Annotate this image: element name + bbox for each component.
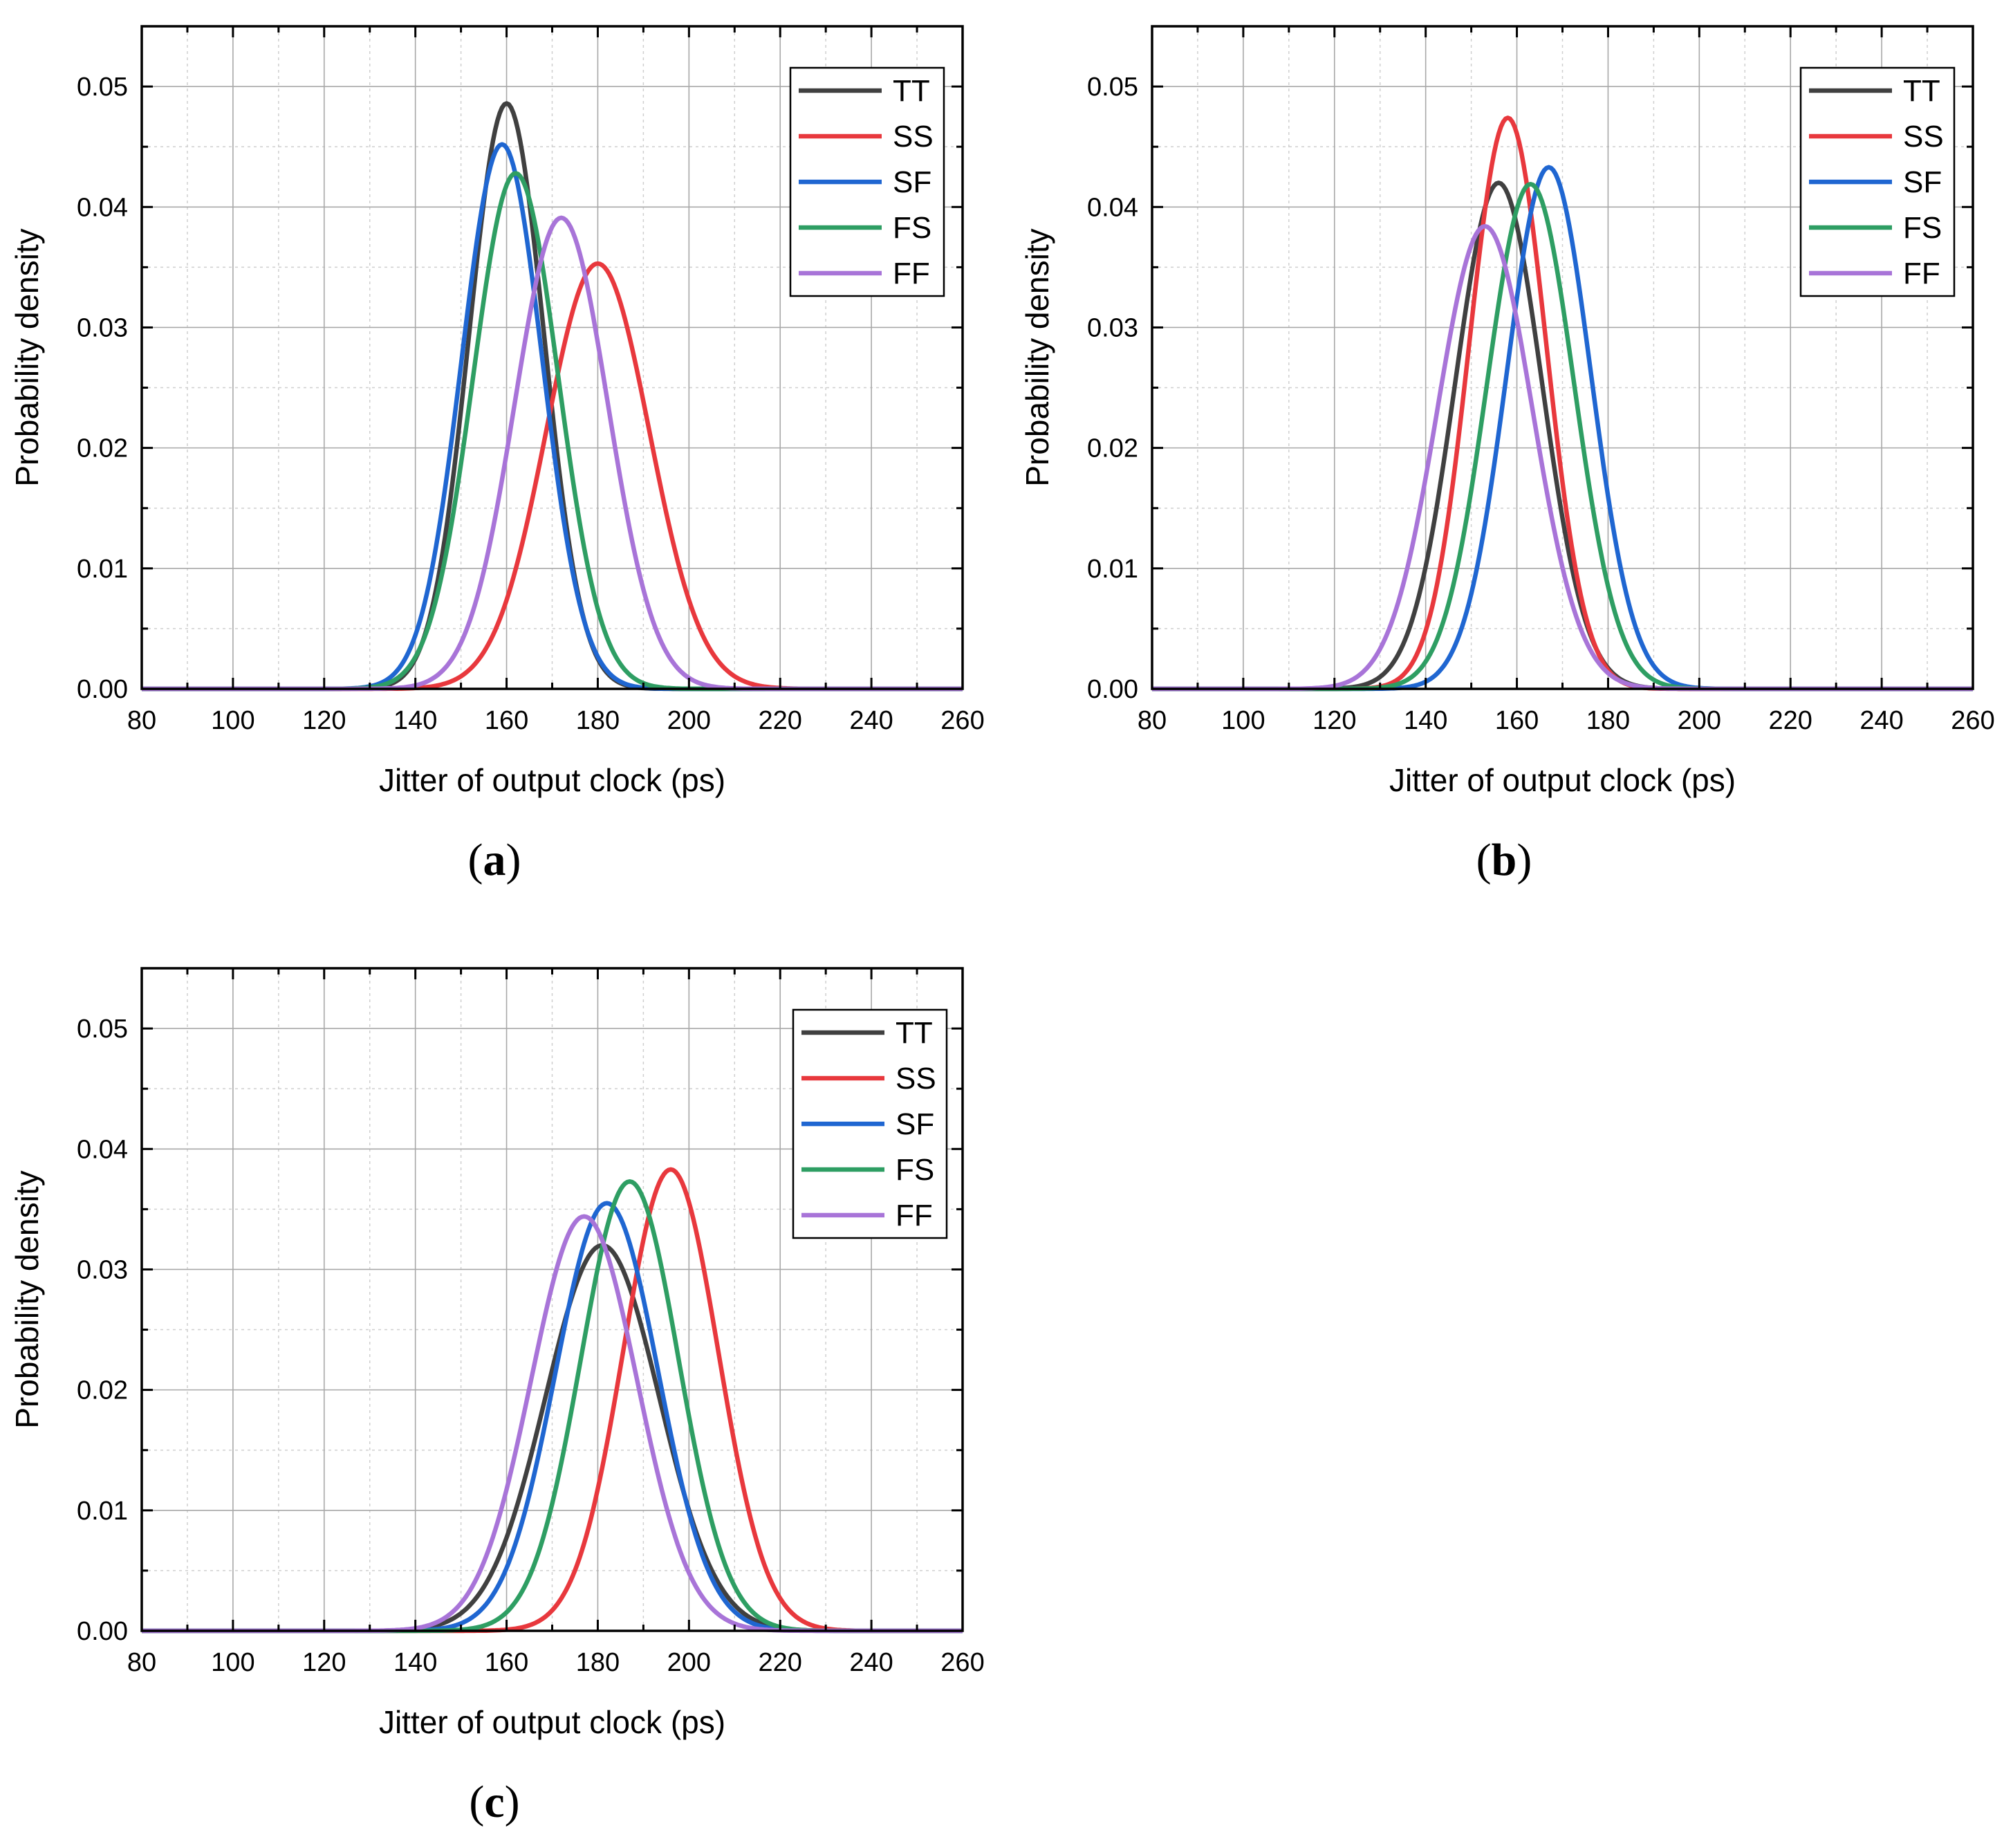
legend-label-tt: TT	[1903, 74, 1940, 108]
y-axis-title: Probability density	[1019, 228, 1055, 486]
x-tick-label: 220	[759, 706, 802, 735]
axis-ticks	[140, 25, 964, 690]
legend-label-sf: SF	[893, 165, 931, 199]
x-tick-label: 140	[393, 1648, 437, 1677]
legend-label-tt: TT	[896, 1016, 933, 1050]
y-tick-label: 0.00	[77, 1617, 128, 1646]
legend: TT SS SF FS FF	[1799, 66, 1956, 297]
legend-label-ff: FF	[893, 257, 930, 290]
panel-label: (a)	[468, 835, 521, 885]
x-axis-title: Jitter of output clock (ps)	[379, 1704, 725, 1740]
x-tick-label: 220	[759, 1648, 802, 1677]
x-tick-label: 120	[302, 706, 346, 735]
x-tick-label: 180	[1586, 706, 1630, 735]
x-tick-label: 120	[1312, 706, 1356, 735]
x-tick-label: 180	[576, 706, 620, 735]
y-tick-label: 0.00	[1087, 675, 1138, 704]
x-tick-label: 160	[485, 706, 528, 735]
y-axis-title: Probability density	[9, 1170, 45, 1428]
y-tick-label: 0.01	[77, 1497, 128, 1526]
chart-panel-a: 80 100 120 140 160 180 200 220 240 260 0.00 0.01 0.0…	[9, 25, 985, 885]
panel-label: (b)	[1476, 835, 1532, 885]
y-tick-label: 0.04	[77, 1135, 128, 1164]
x-tick-label: 220	[1769, 706, 1812, 735]
legend-label-sf: SF	[896, 1107, 934, 1141]
y-tick-label: 0.05	[77, 1015, 128, 1044]
y-tick-label: 0.03	[1087, 313, 1138, 342]
x-tick-label: 80	[127, 706, 156, 735]
legend-label-ff: FF	[896, 1199, 933, 1232]
x-tick-label: 120	[302, 1648, 346, 1677]
y-tick-label: 0.05	[1087, 73, 1138, 102]
x-tick-label: 160	[485, 1648, 528, 1677]
y-tick-label: 0.03	[77, 313, 128, 342]
y-tick-label: 0.04	[77, 193, 128, 222]
axis-ticks	[1151, 25, 1974, 690]
x-tick-label: 240	[849, 706, 893, 735]
chart-panel-c: 80 100 120 140 160 180 200 220 240 260 0.00 0.01 0.0…	[9, 967, 985, 1827]
y-tick-label: 0.02	[77, 434, 128, 463]
x-tick-label: 200	[667, 1648, 711, 1677]
x-tick-label: 240	[1859, 706, 1903, 735]
legend-label-ss: SS	[896, 1062, 936, 1096]
y-tick-label: 0.02	[1087, 434, 1138, 463]
x-tick-label: 160	[1495, 706, 1539, 735]
panel-label: (c)	[469, 1777, 519, 1827]
y-tick-label: 0.01	[77, 555, 128, 584]
x-tick-label: 100	[211, 706, 254, 735]
x-tick-label: 260	[940, 1648, 984, 1677]
legend-label-ss: SS	[893, 120, 934, 154]
x-tick-label: 100	[211, 1648, 254, 1677]
x-tick-label: 80	[1138, 706, 1167, 735]
x-tick-label: 260	[1951, 706, 1994, 735]
x-tick-label: 80	[127, 1648, 156, 1677]
x-axis-title: Jitter of output clock (ps)	[379, 762, 725, 798]
y-tick-label: 0.01	[1087, 555, 1138, 584]
axis-ticks	[140, 967, 964, 1632]
x-tick-label: 140	[393, 706, 437, 735]
y-axis-title: Probability density	[9, 228, 45, 486]
y-tick-label: 0.03	[77, 1255, 128, 1284]
y-tick-label: 0.05	[77, 73, 128, 102]
x-tick-label: 100	[1221, 706, 1265, 735]
x-tick-label: 200	[1678, 706, 1721, 735]
legend-label-sf: SF	[1903, 165, 1942, 199]
legend-label-tt: TT	[893, 74, 930, 108]
x-tick-label: 240	[849, 1648, 893, 1677]
y-tick-label: 0.04	[1087, 193, 1138, 222]
y-tick-label: 0.02	[77, 1376, 128, 1405]
x-tick-label: 180	[576, 1648, 620, 1677]
legend: TT SS SF FS FF	[792, 1008, 948, 1239]
legend-label-fs: FS	[896, 1153, 934, 1187]
x-tick-label: 200	[667, 706, 711, 735]
legend: TT SS SF FS FF	[789, 66, 945, 297]
legend-label-ss: SS	[1903, 120, 1944, 154]
legend-label-fs: FS	[1903, 211, 1942, 245]
y-tick-label: 0.00	[77, 675, 128, 704]
x-axis-title: Jitter of output clock (ps)	[1389, 762, 1736, 798]
legend-label-ff: FF	[1903, 257, 1940, 290]
x-tick-label: 140	[1404, 706, 1447, 735]
chart-panel-b: 80 100 120 140 160 180 200 220 240 260 0.00 0.01 0.0…	[1019, 25, 1995, 885]
x-tick-label: 260	[940, 706, 984, 735]
legend-label-fs: FS	[893, 211, 931, 245]
